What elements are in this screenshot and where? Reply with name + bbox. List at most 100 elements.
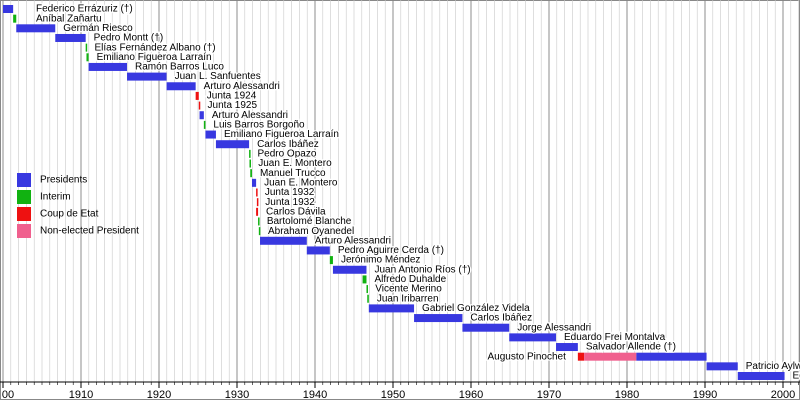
term-label: Ramón Barros Luco	[135, 62, 224, 73]
term-label: Junta 1925	[208, 100, 258, 111]
term-bar	[636, 352, 707, 361]
term-bar	[85, 43, 88, 52]
term-label: Junta 1932	[265, 197, 315, 208]
term-label: Emiliano Figueroa Larraín	[224, 129, 339, 140]
term-label: Eduardo Frei Montalva	[564, 332, 666, 343]
term-bar	[258, 217, 260, 226]
legend-swatch	[17, 207, 31, 221]
legend: Presidents Interim Coup de Etat Non-elected…	[17, 173, 139, 238]
x-tick-label: 1930	[225, 389, 249, 400]
term-label: Pedro Opazo	[257, 149, 316, 160]
term-bar	[414, 314, 463, 323]
term-label: Juan E. Montero	[264, 177, 338, 188]
term-bar	[215, 140, 250, 149]
term-bar	[306, 246, 330, 255]
term-bar	[86, 53, 89, 62]
legend-swatch	[17, 173, 31, 187]
term-bar	[3, 5, 14, 13]
term-bar	[362, 275, 367, 284]
term-bar	[509, 333, 557, 342]
term-bar	[256, 207, 259, 216]
x-tick-label: 1970	[537, 389, 561, 400]
term-bar	[251, 178, 257, 187]
term-label: Carlos Ibáñez	[470, 313, 532, 324]
x-tick-label: 1980	[615, 389, 639, 400]
term-bar	[367, 294, 369, 303]
term-label: Salvador Allende (†)	[586, 342, 676, 353]
term-label: Eduardo Frei Ruiz-Tagle	[793, 371, 800, 382]
term-label: Pedro Montt (†)	[94, 33, 163, 44]
term-label: Manuel Trucco	[260, 168, 326, 179]
bars	[3, 5, 785, 380]
x-tick-label: 00	[2, 389, 14, 400]
term-label: Jorge Alessandri	[517, 322, 591, 333]
term-label: Juan E. Montero	[258, 158, 332, 169]
term-bar	[250, 169, 252, 178]
term-bar	[249, 159, 251, 168]
term-bar	[329, 256, 333, 265]
legend-label: Non-elected President	[40, 226, 139, 237]
term-bar	[260, 236, 307, 245]
term-label: Juan L. Sanfuentes	[175, 71, 261, 82]
term-label: Pedro Aguirre Cerda (†)	[338, 245, 444, 256]
term-bar	[198, 101, 201, 110]
labels: Federico Errázuriz (†)Aníbal ZañartuGerm…	[35, 2, 800, 383]
term-bar	[249, 149, 251, 158]
legend-label: Coup de Etat	[40, 209, 99, 220]
term-bar	[55, 33, 86, 42]
term-label: Gabriel González Videla	[422, 303, 530, 314]
term-label: Juan Iribarren	[377, 293, 439, 304]
legend-label: Interim	[40, 192, 71, 203]
term-label: Juan Antonio Ríos (†)	[374, 264, 470, 275]
term-label: Carlos Dávila	[266, 206, 326, 217]
term-label: Germán Riesco	[63, 23, 133, 34]
term-label: Patricio Aylwin	[746, 361, 800, 372]
term-bar	[13, 14, 17, 23]
legend-swatch	[17, 190, 31, 204]
term-bar	[205, 130, 216, 139]
term-bar	[199, 111, 204, 120]
term-bar	[256, 198, 259, 207]
term-bar	[16, 24, 56, 33]
term-label: Vicente Merino	[375, 284, 442, 295]
legend-label: Presidents	[40, 175, 87, 186]
term-label: Abraham Oyanedel	[268, 226, 354, 237]
term-label: Carlos Ibáñez	[257, 139, 319, 150]
term-label: Jerónimo Méndez	[341, 255, 420, 266]
x-tick-label: 1950	[381, 389, 405, 400]
term-label: Federico Errázuriz (†)	[36, 4, 133, 15]
term-label: Aníbal Zañartu	[36, 13, 102, 24]
term-bar	[737, 372, 785, 380]
term-bar	[256, 188, 258, 197]
legend-swatch	[17, 224, 31, 238]
term-bar	[127, 72, 167, 81]
term-label: Elías Fernández Albano (†)	[94, 42, 215, 53]
term-label: Arturo Alessandri	[212, 110, 288, 121]
term-bar	[462, 323, 510, 332]
term-label: Emiliano Figueroa Larraín	[97, 52, 212, 63]
term-bar	[556, 343, 578, 352]
term-bar	[195, 91, 199, 100]
x-tick-label: 1920	[147, 389, 171, 400]
x-tick-label: 2000	[771, 389, 795, 400]
x-axis: 00 1910 1920 1930 1940 1950 1960 1970 1980 1990 20…	[0, 381, 800, 400]
term-label: Junta 1932	[265, 187, 315, 198]
term-bar	[706, 362, 738, 371]
term-bar	[258, 227, 261, 236]
term-bar	[366, 285, 368, 294]
term-bar	[88, 62, 128, 71]
term-label: Bartolomé Blanche	[267, 216, 352, 227]
x-tick-label: 1960	[459, 389, 483, 400]
term-label: Augusto Pinochet	[487, 351, 566, 362]
term-label: Luis Barros Borgoño	[213, 120, 305, 131]
term-bar	[203, 120, 206, 129]
term-bar	[368, 304, 415, 313]
term-label: Alfredo Duhalde	[374, 274, 446, 285]
term-label: Junta 1924	[207, 91, 257, 102]
term-label: Arturo Alessandri	[315, 235, 391, 246]
term-label: Arturo Alessandri	[204, 81, 280, 92]
term-bar	[584, 352, 637, 361]
x-tick-label: 1940	[303, 389, 327, 400]
